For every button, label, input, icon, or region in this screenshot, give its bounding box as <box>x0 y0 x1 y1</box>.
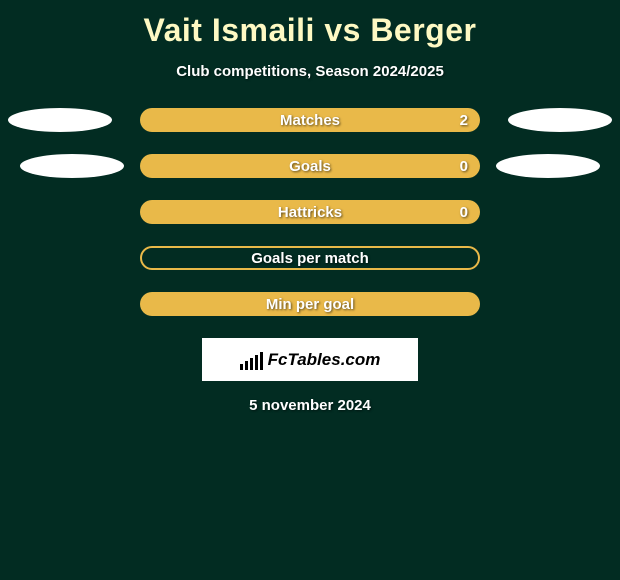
stat-row: Min per goal <box>0 292 620 316</box>
stat-label: Goals per match <box>251 250 369 267</box>
date-text: 5 november 2024 <box>0 397 620 414</box>
right-ellipse-icon <box>508 108 612 132</box>
logo-bar <box>240 364 243 370</box>
subtitle: Club competitions, Season 2024/2025 <box>0 63 620 80</box>
left-ellipse-icon <box>20 154 124 178</box>
stat-bar: Goals 0 <box>140 154 480 178</box>
logo-text: FcTables.com <box>268 350 381 370</box>
stat-row: Hattricks 0 <box>0 200 620 224</box>
logo-bar <box>255 355 258 370</box>
stat-bar: Min per goal <box>140 292 480 316</box>
logo-bar <box>250 358 253 370</box>
logo-bars-icon <box>240 350 264 370</box>
title-player2: Berger <box>370 12 476 48</box>
left-ellipse-icon <box>8 108 112 132</box>
stat-label: Hattricks <box>278 204 342 221</box>
stats-container: Matches 2 Goals 0 Hattricks 0 Goals per match M… <box>0 108 620 316</box>
stat-row: Goals per match <box>0 246 620 270</box>
stat-row: Goals 0 <box>0 154 620 178</box>
title-player1: Vait Ismaili <box>144 12 315 48</box>
page-title: Vait Ismaili vs Berger <box>0 0 620 49</box>
stat-value: 2 <box>460 112 468 129</box>
logo-bar <box>260 352 263 370</box>
logo-bar <box>245 361 248 370</box>
stat-value: 0 <box>460 204 468 221</box>
stat-bar: Matches 2 <box>140 108 480 132</box>
logo-box: FcTables.com <box>202 338 418 381</box>
stat-value: 0 <box>460 158 468 175</box>
title-vs: vs <box>324 12 361 48</box>
stat-bar: Goals per match <box>140 246 480 270</box>
stat-label: Matches <box>280 112 340 129</box>
stat-label: Goals <box>289 158 331 175</box>
right-ellipse-icon <box>496 154 600 178</box>
stat-label: Min per goal <box>266 296 354 313</box>
stat-row: Matches 2 <box>0 108 620 132</box>
stat-bar: Hattricks 0 <box>140 200 480 224</box>
